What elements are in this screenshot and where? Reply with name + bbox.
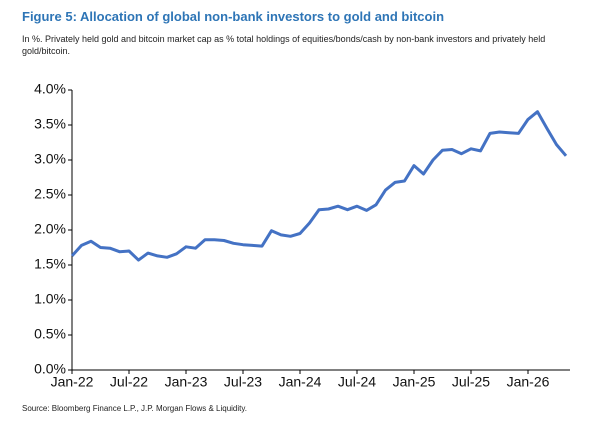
chart-subtitle: In %. Privately held gold and bitcoin ma… xyxy=(22,34,546,56)
x-tick-label: Jan-24 xyxy=(279,374,322,390)
y-tick-label: 4.0% xyxy=(34,81,66,97)
x-tick-label: Jul-24 xyxy=(338,374,376,390)
x-tick-label: Jul-22 xyxy=(110,374,148,390)
y-tick-label: 1.5% xyxy=(34,256,66,272)
y-tick-label: 3.5% xyxy=(34,116,66,132)
x-tick-label: Jul-25 xyxy=(452,374,490,390)
x-tick-label: Jul-23 xyxy=(224,374,262,390)
x-tick-label: Jan-22 xyxy=(51,374,94,390)
y-tick-label: 1.0% xyxy=(34,291,66,307)
y-tick-label: 0.5% xyxy=(34,326,66,342)
x-tick-label: Jan-23 xyxy=(165,374,208,390)
y-tick-label: 3.0% xyxy=(34,151,66,167)
data-line xyxy=(70,110,568,262)
y-tick-label: 2.5% xyxy=(34,186,66,202)
chart-title: Figure 5: Allocation of global non-bank … xyxy=(22,9,445,24)
y-tick-label: 2.0% xyxy=(34,221,66,237)
y-tick-label: 0.0% xyxy=(34,361,66,377)
chart: 0.0% 0.5% 1.0% 1.5% 2.0% 2.5% 3.0% 3.5% 4.0% Jan-… xyxy=(34,81,570,390)
x-tick-label: Jan-26 xyxy=(507,374,550,390)
x-tick-label: Jan-25 xyxy=(393,374,436,390)
source-note: Source: Bloomberg Finance L.P., J.P. Mor… xyxy=(22,404,248,413)
